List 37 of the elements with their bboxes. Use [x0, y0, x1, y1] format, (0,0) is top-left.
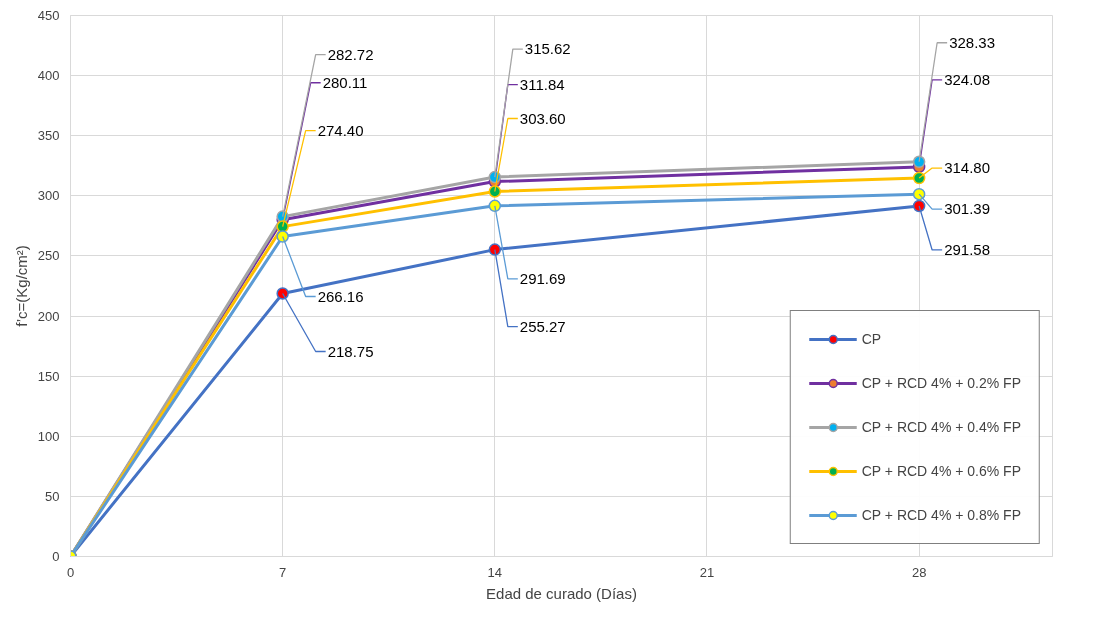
legend-label: CP + RCD 4% + 0.2% FP: [861, 375, 1021, 391]
data-label: 311.84: [519, 75, 565, 93]
data-label: 280.11: [322, 73, 368, 91]
legend-label: CP: [861, 331, 882, 347]
y-tick-label: 350: [37, 128, 60, 144]
y-tick-label: 250: [37, 248, 60, 264]
x-tick-label: 0: [66, 564, 75, 580]
data-label: 303.60: [519, 109, 566, 127]
data-label: 282.72: [327, 45, 374, 63]
x-tick-label: 7: [279, 564, 287, 580]
y-tick-label: 0: [52, 549, 60, 564]
data-label: 291.69: [519, 269, 566, 287]
y-tick-label: 450: [37, 8, 60, 23]
data-label: 218.75: [327, 342, 374, 360]
data-label: 291.58: [944, 240, 991, 258]
legend-label: CP + RCD 4% + 0.8% FP: [861, 507, 1021, 523]
data-label: 314.80: [944, 159, 991, 177]
legend-label: CP + RCD 4% + 0.6% FP: [861, 463, 1021, 479]
y-tick-label: 400: [37, 68, 60, 84]
x-tick-label: 28: [911, 564, 927, 580]
y-tick-label: 50: [45, 488, 60, 504]
data-label: 315.62: [524, 40, 571, 58]
y-tick-label: 100: [37, 428, 60, 444]
data-label: 255.27: [519, 317, 566, 335]
legend-label: CP + RCD 4% + 0.4% FP: [861, 419, 1021, 435]
y-axis-title: f’c=(Kg/cm²): [12, 245, 30, 327]
x-tick-label: 21: [699, 564, 715, 580]
y-tick-label: 200: [37, 308, 60, 324]
y-tick-label: 150: [37, 368, 60, 384]
data-label: 274.40: [317, 121, 364, 139]
y-tick-label: 300: [37, 188, 60, 204]
data-label: 324.08: [944, 70, 991, 88]
x-tick-label: 14: [487, 564, 503, 580]
data-label: 266.16: [317, 287, 364, 305]
x-axis-title: Edad de curado (Días): [486, 584, 637, 602]
data-label: 301.39: [944, 200, 991, 218]
data-label: 328.33: [949, 33, 996, 51]
